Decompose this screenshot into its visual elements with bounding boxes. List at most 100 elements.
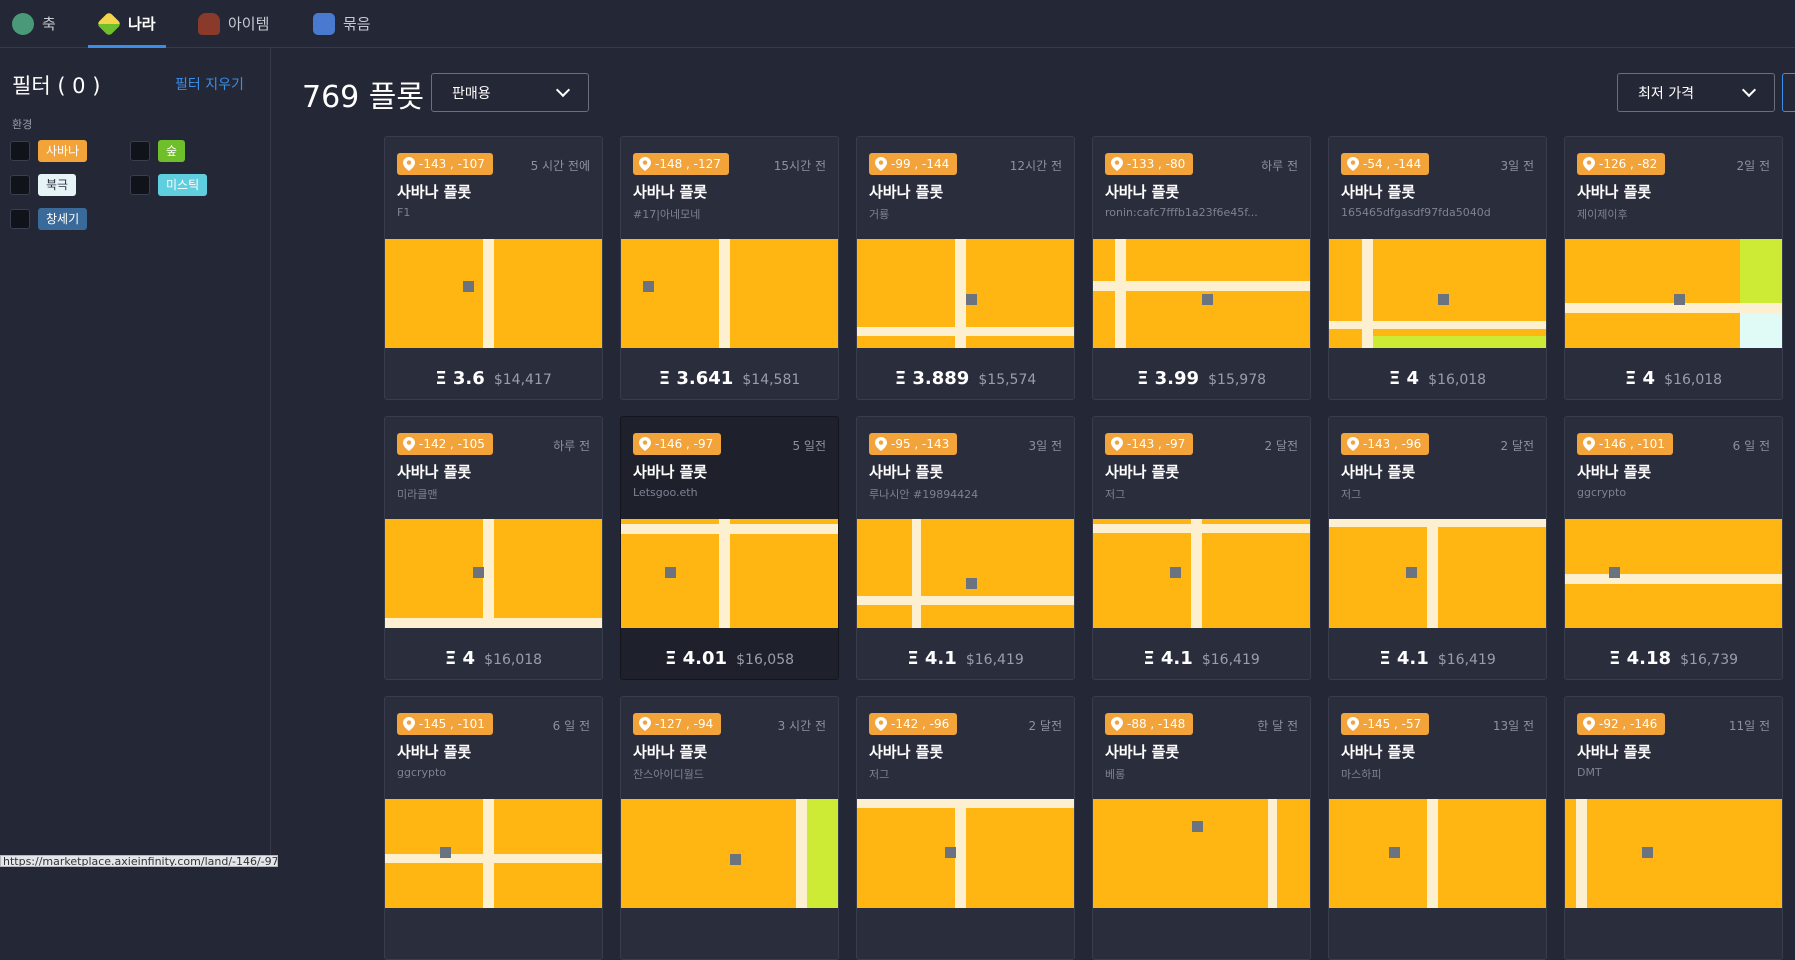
price: [1093, 928, 1310, 949]
checkbox[interactable]: [10, 209, 30, 229]
filter-title: 필터 ( 0 ): [12, 74, 101, 98]
owner-name: 165465dfgasdf97fda5040d: [1341, 206, 1491, 219]
plot-map: [1329, 519, 1546, 628]
owner-name: 미라클맨: [397, 488, 438, 501]
listed-time: 15시간 전: [773, 159, 826, 173]
env-section-label: 환경: [12, 118, 33, 131]
usd-price: $16,419: [1437, 652, 1496, 668]
env-arctic[interactable]: 북극: [10, 174, 77, 196]
listed-time: 하루 전: [1261, 159, 1298, 173]
coordinate-text: -146 , -101: [1599, 437, 1665, 451]
land-card[interactable]: -54 , -144 3일 전 사바나 플롯 165465dfgasdf97fd…: [1328, 136, 1547, 400]
plot-title: 사바나 플롯: [1577, 463, 1652, 481]
plot-title: 사바나 플롯: [633, 183, 708, 201]
coordinate-badge: -142 , -105: [397, 433, 493, 455]
owner-name: 루나시안 #19894424: [869, 488, 979, 501]
tab-label: 아이템: [228, 15, 270, 33]
checkbox[interactable]: [130, 175, 150, 195]
env-mystic[interactable]: 미스틱: [130, 174, 208, 196]
price: Ξ 4 $16,018: [385, 648, 602, 669]
sort-select[interactable]: 최저 가격: [1617, 73, 1775, 112]
location-pin-icon: [639, 437, 651, 451]
checkbox[interactable]: [10, 175, 30, 195]
listed-time: 3 시간 전: [777, 719, 826, 733]
owner-name: 저그: [869, 768, 890, 781]
land-card[interactable]: -88 , -148 한 달 전 사바나 플롯 베롱: [1092, 696, 1311, 960]
coordinate-text: -54 , -144: [1363, 157, 1422, 171]
listed-time: 5 일전: [792, 439, 826, 453]
listed-time: 2 달전: [1028, 719, 1062, 733]
land-card[interactable]: -143 , -96 2 달전 사바나 플롯 저그 Ξ 4.1 $16,419: [1328, 416, 1547, 680]
land-card[interactable]: -148 , -127 15시간 전 사바나 플롯 #17|아네모네 Ξ 3.6…: [620, 136, 839, 400]
plot-map: [1565, 799, 1782, 908]
eth-price: Ξ 3.641: [658, 368, 734, 389]
tab-label: 축: [42, 15, 56, 33]
view-toggle-button[interactable]: [1782, 73, 1795, 112]
tab-land[interactable]: 나라: [88, 0, 166, 48]
eth-price: Ξ 4: [1624, 368, 1656, 389]
sale-status-select[interactable]: 판매용: [431, 73, 589, 112]
coordinate-text: -142 , -96: [891, 717, 950, 731]
plot-title: 사바나 플롯: [397, 463, 472, 481]
price: Ξ 4.18 $16,739: [1565, 648, 1782, 669]
status-url: https://marketplace.axieinfinity.com/lan…: [0, 855, 278, 867]
land-card[interactable]: -146 , -97 5 일전 사바나 플롯 Letsgoo.eth Ξ 4.0…: [620, 416, 839, 680]
land-card[interactable]: -143 , -107 5 시간 전에 사바나 플롯 F1 Ξ 3.6 $14,…: [384, 136, 603, 400]
env-badge: 숲: [158, 140, 186, 162]
env-genesis[interactable]: 창세기: [10, 208, 88, 230]
plot-title: 사바나 플롯: [869, 463, 944, 481]
env-badge: 사바나: [38, 140, 88, 162]
land-card[interactable]: -126 , -82 2일 전 사바나 플롯 제이제이후 Ξ 4 $16,018: [1564, 136, 1783, 400]
usd-price: $16,018: [1664, 372, 1723, 388]
land-card[interactable]: -127 , -94 3 시간 전 사바나 플롯 잔스아이디월드: [620, 696, 839, 960]
land-card[interactable]: -99 , -144 12시간 전 사바나 플롯 거룡 Ξ 3.889 $15,…: [856, 136, 1075, 400]
clear-filters-link[interactable]: 필터 지우기: [175, 77, 244, 93]
price: [621, 928, 838, 949]
plot-map: [385, 799, 602, 908]
chevron-down-icon: [555, 82, 571, 98]
coordinate-badge: -145 , -57: [1341, 713, 1430, 735]
land-card[interactable]: -142 , -105 하루 전 사바나 플롯 미라클맨 Ξ 4 $16,018: [384, 416, 603, 680]
plot-title: 사바나 플롯: [1577, 743, 1652, 761]
listed-time: 하루 전: [553, 439, 590, 453]
coordinate-badge: -92 , -146: [1577, 713, 1666, 735]
land-card[interactable]: -95 , -143 3일 전 사바나 플롯 루나시안 #19894424 Ξ …: [856, 416, 1075, 680]
land-card[interactable]: -133 , -80 하루 전 사바나 플롯 ronin:cafc7fffb1a…: [1092, 136, 1311, 400]
coordinate-text: -126 , -82: [1599, 157, 1658, 171]
top-nav: 축 나라 아이템 묶음: [0, 0, 1795, 48]
land-card[interactable]: -146 , -101 6 일 전 사바나 플롯 ggcrypto Ξ 4.18…: [1564, 416, 1783, 680]
land-card[interactable]: -143 , -97 2 달전 사바나 플롯 저그 Ξ 4.1 $16,419: [1092, 416, 1311, 680]
env-savannah[interactable]: 사바나: [10, 140, 88, 162]
tab-bundles[interactable]: 묶음: [313, 0, 371, 47]
usd-price: $15,574: [978, 372, 1037, 388]
price: [1329, 928, 1546, 949]
coordinate-badge: -99 , -144: [869, 153, 958, 175]
usd-price: $14,417: [493, 372, 552, 388]
location-pin-icon: [403, 437, 415, 451]
plot-map: [1093, 519, 1310, 628]
plot-map: [857, 519, 1074, 628]
owner-name: 거룡: [869, 208, 890, 221]
checkbox[interactable]: [130, 141, 150, 161]
plot-map: [385, 519, 602, 628]
location-pin-icon: [875, 157, 887, 171]
land-card[interactable]: -145 , -101 6 일 전 사바나 플롯 ggcrypto: [384, 696, 603, 960]
listed-time: 2 달전: [1500, 439, 1534, 453]
location-pin-icon: [639, 717, 651, 731]
location-pin-icon: [1111, 437, 1123, 451]
land-card[interactable]: -142 , -96 2 달전 사바나 플롯 저그: [856, 696, 1075, 960]
env-forest[interactable]: 숲: [130, 140, 186, 162]
checkbox[interactable]: [10, 141, 30, 161]
coordinate-text: -127 , -94: [655, 717, 714, 731]
plot-map: [621, 239, 838, 348]
tab-items[interactable]: 아이템: [198, 0, 269, 47]
coordinate-badge: -146 , -101: [1577, 433, 1673, 455]
land-card[interactable]: -145 , -57 13일 전 사바나 플롯 마스하피: [1328, 696, 1547, 960]
coordinate-text: -145 , -101: [419, 717, 485, 731]
tab-axie[interactable]: 축: [12, 0, 56, 47]
bundle-icon: [313, 12, 335, 35]
land-card[interactable]: -92 , -146 11일 전 사바나 플롯 DMT: [1564, 696, 1783, 960]
price: Ξ 4 $16,018: [1565, 368, 1782, 389]
chevron-down-icon: [1741, 82, 1757, 98]
eth-price: Ξ 3.889: [894, 368, 970, 389]
